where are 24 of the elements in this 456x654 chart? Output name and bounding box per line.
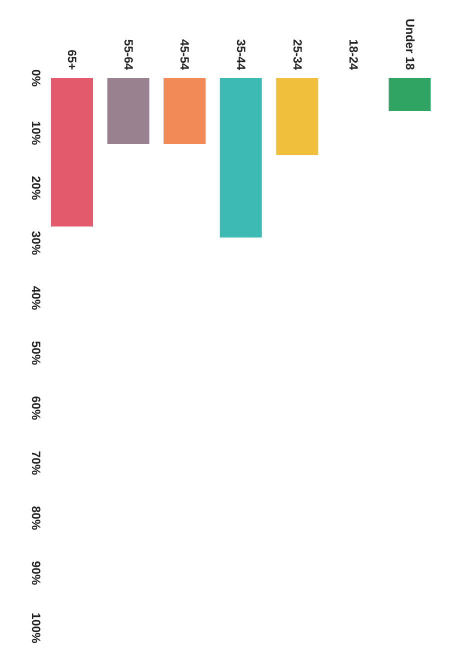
y-tick-label: 90% xyxy=(29,560,43,586)
y-tick-label: 20% xyxy=(29,176,43,200)
y-tick-label: 80% xyxy=(29,506,43,530)
bar xyxy=(276,78,318,155)
y-tick-label: 0% xyxy=(29,69,43,87)
y-tick-label: 40% xyxy=(29,286,43,310)
y-tick-label: 30% xyxy=(29,230,43,256)
bar xyxy=(164,78,206,144)
y-tick-label: 100% xyxy=(29,612,43,644)
bar xyxy=(388,78,431,111)
y-tick-label: 70% xyxy=(29,450,43,476)
bar xyxy=(107,78,150,144)
x-tick-label: 45-54 xyxy=(178,39,192,70)
x-tick-label: 65+ xyxy=(65,50,80,70)
x-tick-label: 18-24 xyxy=(346,39,361,70)
x-tick-label: 55-64 xyxy=(121,39,136,70)
y-tick-label: 10% xyxy=(29,120,43,146)
bar xyxy=(220,78,262,238)
x-tick-label: 35-44 xyxy=(234,39,248,70)
x-tick-label: 25-34 xyxy=(290,39,304,70)
y-tick-label: 60% xyxy=(29,396,43,420)
x-tick-label: Under 18 xyxy=(402,18,417,70)
bar xyxy=(51,78,93,226)
y-tick-label: 50% xyxy=(29,340,43,366)
